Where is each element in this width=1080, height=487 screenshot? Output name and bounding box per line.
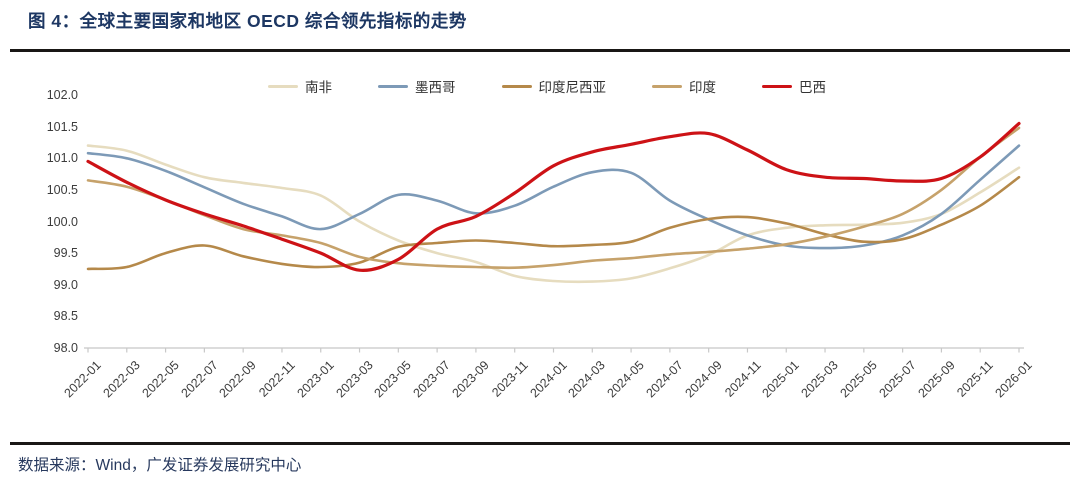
legend-swatch-brazil: [762, 84, 792, 88]
y-axis-label: 100.5: [46, 182, 78, 197]
series-line-india: [86, 126, 1021, 270]
legend-swatch-india: [652, 84, 682, 88]
y-axis-label: 102.0: [46, 88, 78, 102]
y-axis-label: 98.5: [53, 309, 78, 324]
legend-label-brazil: 巴西: [799, 80, 826, 95]
footer-divider: [10, 442, 1070, 445]
figure-title: 图 4：全球主要国家和地区 OECD 综合领先指标的走势: [28, 11, 467, 31]
series-line-south-africa: [86, 144, 1021, 284]
series-line-mexico: [86, 144, 1021, 250]
y-axis-label: 101.0: [46, 151, 78, 166]
legend-item-indonesia: 印度尼西亚: [501, 76, 607, 96]
legend-label-india: 印度: [689, 80, 716, 95]
y-axis-label: 98.0: [53, 341, 78, 355]
y-axis-label: 99.0: [53, 277, 78, 292]
legend-item-india: 印度: [652, 76, 716, 96]
legend-label-mexico: 墨西哥: [415, 80, 456, 95]
y-axis-label: 101.5: [46, 119, 78, 134]
legend-label-south-africa: 南非: [305, 80, 332, 95]
y-axis-label: 99.5: [53, 246, 78, 261]
legend-item-south-africa: 南非: [268, 76, 332, 96]
title-divider: [10, 49, 1070, 52]
chart-legend: 南非 墨西哥 印度尼西亚 印度 巴西: [0, 76, 1080, 96]
legend-swatch-mexico: [378, 84, 408, 88]
legend-item-mexico: 墨西哥: [378, 76, 456, 96]
series-line-brazil: [86, 121, 1021, 272]
legend-label-indonesia: 印度尼西亚: [538, 80, 607, 95]
legend-swatch-south-africa: [268, 84, 298, 88]
data-source: 数据来源：Wind，广发证券发展研究中心: [18, 457, 302, 474]
legend-swatch-indonesia: [501, 84, 532, 88]
y-axis-label: 100.0: [46, 214, 78, 229]
series-line-indonesia: [86, 175, 1021, 271]
legend-item-brazil: 巴西: [762, 76, 826, 96]
